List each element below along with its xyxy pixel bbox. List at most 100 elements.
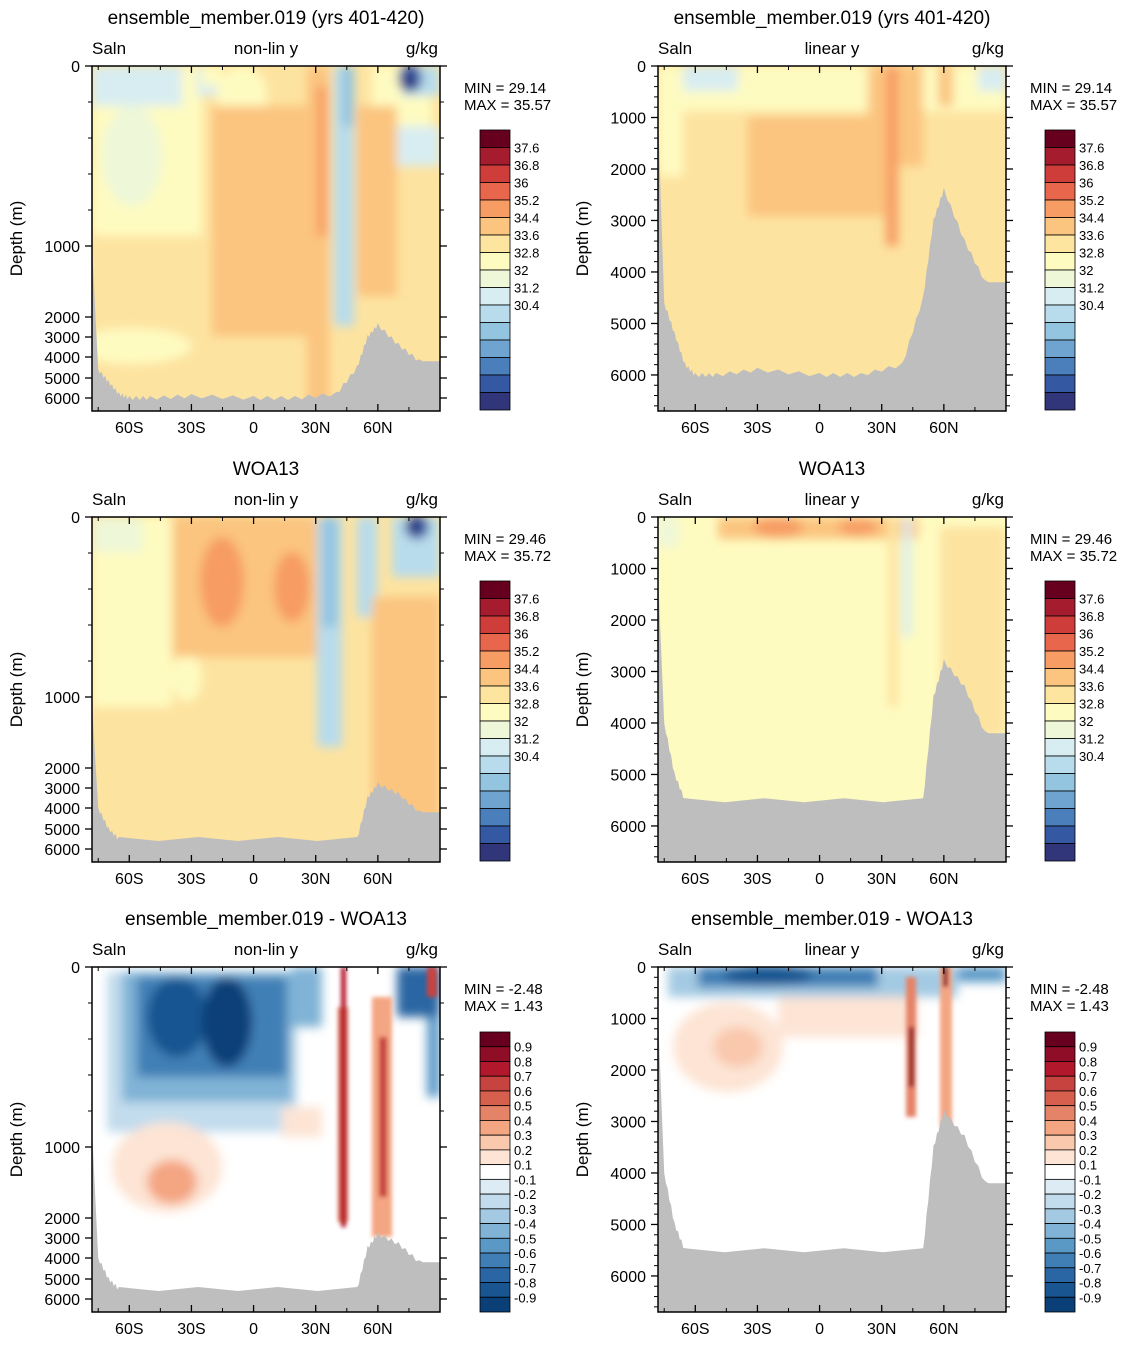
- colorbar: 37.6 36.8 36 35.2 34.4 33.6 32.8 32 31.2 30.4: [479, 580, 539, 862]
- y-tick-label: 1000: [44, 1140, 80, 1157]
- colorbar-label: -0.8: [1079, 1276, 1101, 1291]
- colorbar-swatch: [479, 843, 511, 862]
- colorbar-swatch: [1044, 357, 1076, 376]
- colorbar-label: 0.3: [1079, 1128, 1097, 1143]
- colorbar-label: 0.8: [1079, 1054, 1097, 1069]
- x-tick-label: 30N: [301, 420, 330, 437]
- colorbar-swatch: [479, 304, 511, 323]
- variable-label: Saln: [658, 39, 692, 58]
- colorbar-label: -0.3: [514, 1202, 536, 1217]
- x-tick-label: 60S: [681, 420, 709, 437]
- colorbar-label: 32.8: [514, 697, 539, 712]
- colorbar-label: -0.5: [514, 1231, 536, 1246]
- colorbar-swatch: [479, 252, 511, 271]
- y-axis-label: Depth (m): [7, 652, 26, 728]
- x-tick-label: 60N: [929, 1321, 958, 1338]
- colorbar-swatch: [479, 685, 511, 704]
- colorbar-label: 34.4: [514, 211, 539, 226]
- axis-mode-label: linear y: [805, 940, 860, 959]
- colorbar-swatch: [479, 1237, 511, 1254]
- colorbar-swatch: [1044, 252, 1076, 271]
- panel-2: ensemble_member.019 (yrs 401-420) Saln lin…: [573, 8, 1117, 437]
- y-tick-label: 2000: [44, 310, 80, 327]
- plot-frame: [91, 966, 441, 1313]
- colorbar-label: 37.6: [1079, 141, 1104, 156]
- contour-field: [658, 517, 1006, 862]
- y-tick-label: 2000: [44, 1211, 80, 1228]
- colorbar-swatch: [479, 182, 511, 201]
- axis-mode-label: linear y: [805, 39, 860, 58]
- colorbar-label: 31.2: [514, 732, 539, 747]
- y-tick-label: 6000: [610, 1269, 646, 1286]
- y-tick-label: 5000: [610, 1217, 646, 1234]
- y-tick-label: 1000: [610, 561, 646, 578]
- colorbar-swatch: [479, 234, 511, 253]
- colorbar-swatch: [479, 287, 511, 306]
- colorbar-swatch: [1044, 1120, 1076, 1136]
- min-label: MIN = 29.14: [464, 80, 546, 97]
- colorbar-label: 36.8: [1079, 158, 1104, 173]
- max-label: MAX = 1.43: [464, 998, 543, 1015]
- colorbar-label: 0.3: [514, 1128, 532, 1143]
- colorbar-label: 31.2: [514, 281, 539, 296]
- colorbar-swatch: [1044, 598, 1076, 617]
- colorbar-label: 34.4: [1079, 662, 1104, 677]
- colorbar-label: 32.8: [1079, 246, 1104, 261]
- y-tick-label: 4000: [610, 716, 646, 733]
- colorbar-label: -0.1: [514, 1172, 536, 1187]
- variable-label: Saln: [658, 490, 692, 509]
- colorbar-swatch: [1044, 685, 1076, 704]
- y-axis-label: Depth (m): [573, 652, 592, 728]
- land-mask: [92, 246, 440, 411]
- colorbar-swatch: [1044, 287, 1076, 306]
- x-tick-label: 30S: [177, 1321, 205, 1338]
- x-tick-label: 60N: [363, 1321, 392, 1338]
- colorbar-swatch: [479, 738, 511, 757]
- colorbar-swatch: [1044, 1223, 1076, 1239]
- colorbar: 37.6 36.8 36 35.2 34.4 33.6 32.8 32 31.2 30.4: [479, 129, 539, 411]
- x-tick-label: 30N: [867, 420, 896, 437]
- colorbar-swatch: [1044, 843, 1076, 862]
- section-title: ensemble_member.019 (yrs 401-420): [108, 8, 425, 29]
- colorbar-swatch: [1044, 615, 1076, 634]
- colorbar-swatch: [1044, 1267, 1076, 1283]
- colorbar-swatch: [1044, 773, 1076, 792]
- colorbar-swatch: [1044, 182, 1076, 201]
- colorbar-swatch: [1044, 129, 1076, 148]
- colorbar-swatch: [1044, 199, 1076, 218]
- axis-mode-label: linear y: [805, 490, 860, 509]
- max-label: MAX = 35.57: [464, 97, 551, 114]
- colorbar-label: 0.9: [514, 1040, 532, 1055]
- x-tick-label: 60N: [363, 420, 392, 437]
- x-tick-label: 30S: [743, 871, 771, 888]
- colorbar-label: -0.9: [514, 1290, 536, 1305]
- colorbar-label: -0.2: [514, 1187, 536, 1202]
- land-mask: [658, 112, 1006, 411]
- contour-field: [658, 967, 1006, 1312]
- colorbar-swatch: [479, 339, 511, 358]
- y-tick-label: 5000: [44, 822, 80, 839]
- x-tick-label: 0: [249, 1321, 258, 1338]
- colorbar-label: 35.2: [1079, 193, 1104, 208]
- colorbar-swatch: [479, 615, 511, 634]
- colorbar-swatch: [1044, 650, 1076, 669]
- colorbar-label: -0.5: [1079, 1231, 1101, 1246]
- colorbar-swatch: [479, 1031, 511, 1048]
- axis-mode-label: non-lin y: [234, 940, 299, 959]
- y-tick-label: 0: [71, 960, 80, 977]
- y-tick-label: 6000: [610, 368, 646, 385]
- colorbar-label: 0.4: [1079, 1113, 1097, 1128]
- colorbar-swatch: [479, 322, 511, 341]
- y-tick-label: 4000: [610, 1166, 646, 1183]
- y-axis-label: Depth (m): [7, 1102, 26, 1178]
- axis-mode-label: non-lin y: [234, 490, 299, 509]
- colorbar-swatch: [479, 1090, 511, 1107]
- colorbar-label: -0.9: [1079, 1290, 1101, 1305]
- colorbar-label: 0.2: [1079, 1143, 1097, 1158]
- colorbar-label: 36: [514, 176, 528, 191]
- colorbar-swatch: [1044, 1090, 1076, 1107]
- colorbar-swatch: [1044, 339, 1076, 358]
- y-tick-label: 1000: [44, 239, 80, 256]
- section-title: WOA13: [233, 459, 300, 480]
- y-tick-label: 3000: [44, 330, 80, 347]
